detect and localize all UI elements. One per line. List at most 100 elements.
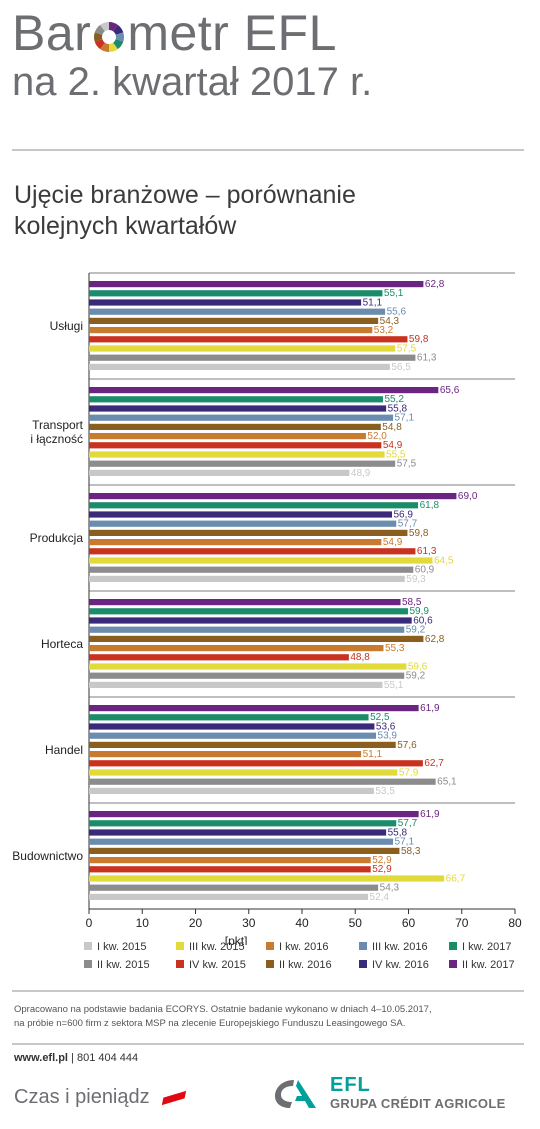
- bar-value-label: 62,8: [425, 634, 445, 645]
- bar-value-label: 65,1: [437, 777, 457, 788]
- chart-legend: I kw. 2015 III kw. 2015 I kw. 2016 III kw. …: [84, 940, 524, 974]
- legend-swatch: [266, 942, 274, 950]
- title-part2: metr EFL: [127, 5, 337, 61]
- bar-value-label: 66,7: [446, 873, 466, 884]
- category-label: Usługi: [50, 319, 83, 333]
- color-wheel-icon: [94, 22, 125, 52]
- slogan-text: Czas i pieniądz: [14, 1086, 150, 1108]
- bar: [89, 732, 377, 739]
- bar-value-label: 51,1: [363, 297, 383, 308]
- bar-value-label: 52,9: [372, 855, 392, 866]
- bar: [89, 663, 407, 670]
- bar: [89, 511, 392, 518]
- bar-value-label: 54,9: [383, 440, 403, 451]
- bar: [89, 414, 394, 421]
- legend-label: II kw. 2015: [97, 959, 150, 971]
- color-wheel-segment: [94, 32, 110, 42]
- bar: [89, 760, 423, 767]
- bar-value-label: 53,2: [374, 325, 394, 336]
- legend-label: I kw. 2015: [97, 941, 147, 953]
- bar: [89, 626, 405, 633]
- bar-value-label: 59,2: [406, 625, 426, 636]
- category-label: i łączność: [30, 432, 83, 446]
- x-tick-label: 30: [242, 916, 256, 930]
- bar: [89, 847, 400, 854]
- legend-item: II kw. 2016: [266, 958, 332, 972]
- bar: [89, 387, 439, 394]
- bar-value-label: 61,8: [420, 500, 440, 511]
- bar: [89, 820, 397, 827]
- bar-value-label: 62,8: [425, 279, 445, 290]
- credit-agricole-logo-icon: [275, 1080, 316, 1108]
- legend-label: II kw. 2016: [279, 959, 332, 971]
- bar-value-label: 60,6: [413, 615, 433, 626]
- legend-swatch: [84, 942, 92, 950]
- bar-value-label: 62,7: [424, 758, 444, 769]
- legend-swatch: [176, 942, 184, 950]
- legend-swatch: [84, 960, 92, 968]
- x-tick-label: 10: [136, 916, 150, 930]
- brand-group: GRUPA CRÉDIT AGRICOLE: [330, 1096, 506, 1111]
- bar-value-label: 48,8: [350, 652, 370, 663]
- legend-item: II kw. 2015: [84, 958, 150, 972]
- bar: [89, 299, 362, 306]
- bar-value-label: 52,4: [370, 892, 390, 903]
- bar-value-label: 57,7: [398, 818, 418, 829]
- bar: [89, 599, 401, 606]
- category-label: Transport: [32, 418, 84, 432]
- bar-value-label: 65,6: [440, 385, 460, 396]
- contact-separator: |: [71, 1052, 74, 1064]
- bar: [89, 539, 382, 546]
- legend-swatch: [449, 942, 457, 950]
- chart-subtitle: Ujęcie branżowe – porównanie kolejnych k…: [14, 181, 356, 240]
- bar: [89, 575, 405, 582]
- legend-label: I kw. 2016: [279, 941, 329, 953]
- title-part1: Bar: [12, 5, 92, 61]
- bar: [89, 654, 349, 661]
- bar: [89, 433, 366, 440]
- top-divider: [12, 149, 524, 151]
- legend-item: I kw. 2017: [449, 940, 512, 954]
- bar-value-label: 55,1: [384, 288, 404, 299]
- slogan: Czas i pieniądz: [14, 1086, 186, 1109]
- bar-value-label: 56,5: [391, 362, 411, 373]
- bar: [89, 741, 396, 748]
- title-block: Bar metr EFL na 2. kwartał 2017 r.: [12, 6, 532, 104]
- bar: [89, 442, 382, 449]
- bar: [89, 354, 416, 361]
- legend-divider: [12, 990, 524, 992]
- bar-value-label: 55,5: [386, 449, 406, 460]
- bar-value-label: 55,8: [388, 827, 408, 838]
- legend-swatch: [359, 942, 367, 950]
- legend-label: I kw. 2017: [462, 941, 512, 953]
- x-tick-label: 50: [349, 916, 363, 930]
- bar: [89, 548, 416, 555]
- x-tick-label: 70: [455, 916, 469, 930]
- legend-item: I kw. 2015: [84, 940, 147, 954]
- bar: [89, 460, 396, 467]
- bar: [89, 520, 397, 527]
- bar-value-label: 57,9: [399, 767, 419, 778]
- bar: [89, 423, 381, 430]
- bar-chart: 62,855,151,155,654,353,259,857,561,356,5…: [12, 272, 522, 948]
- legend-item: I kw. 2016: [266, 940, 329, 954]
- bar-value-label: 69,0: [458, 491, 478, 502]
- bar-value-label: 54,9: [383, 537, 403, 548]
- footnote-line2: na próbie n=600 firm z sektora MSP na zl…: [14, 1018, 406, 1029]
- bar: [89, 281, 424, 288]
- brand-name: EFL: [330, 1074, 371, 1096]
- bar: [89, 308, 386, 315]
- legend-item: II kw. 2017: [449, 958, 515, 972]
- bar-value-label: 59,8: [409, 334, 429, 345]
- bar: [89, 645, 384, 652]
- website-link[interactable]: www.efl.pl: [14, 1052, 68, 1064]
- bar: [89, 608, 408, 615]
- contact-line: www.efl.pl | 801 404 444: [14, 1052, 138, 1064]
- page-title: Bar metr EFL: [12, 6, 532, 60]
- bar-value-label: 61,3: [417, 353, 437, 364]
- bar-value-label: 55,1: [384, 680, 404, 691]
- x-tick-label: 20: [189, 916, 203, 930]
- legend-label: III kw. 2016: [372, 941, 428, 953]
- legend-swatch: [266, 960, 274, 968]
- color-wheel-segment: [109, 32, 125, 42]
